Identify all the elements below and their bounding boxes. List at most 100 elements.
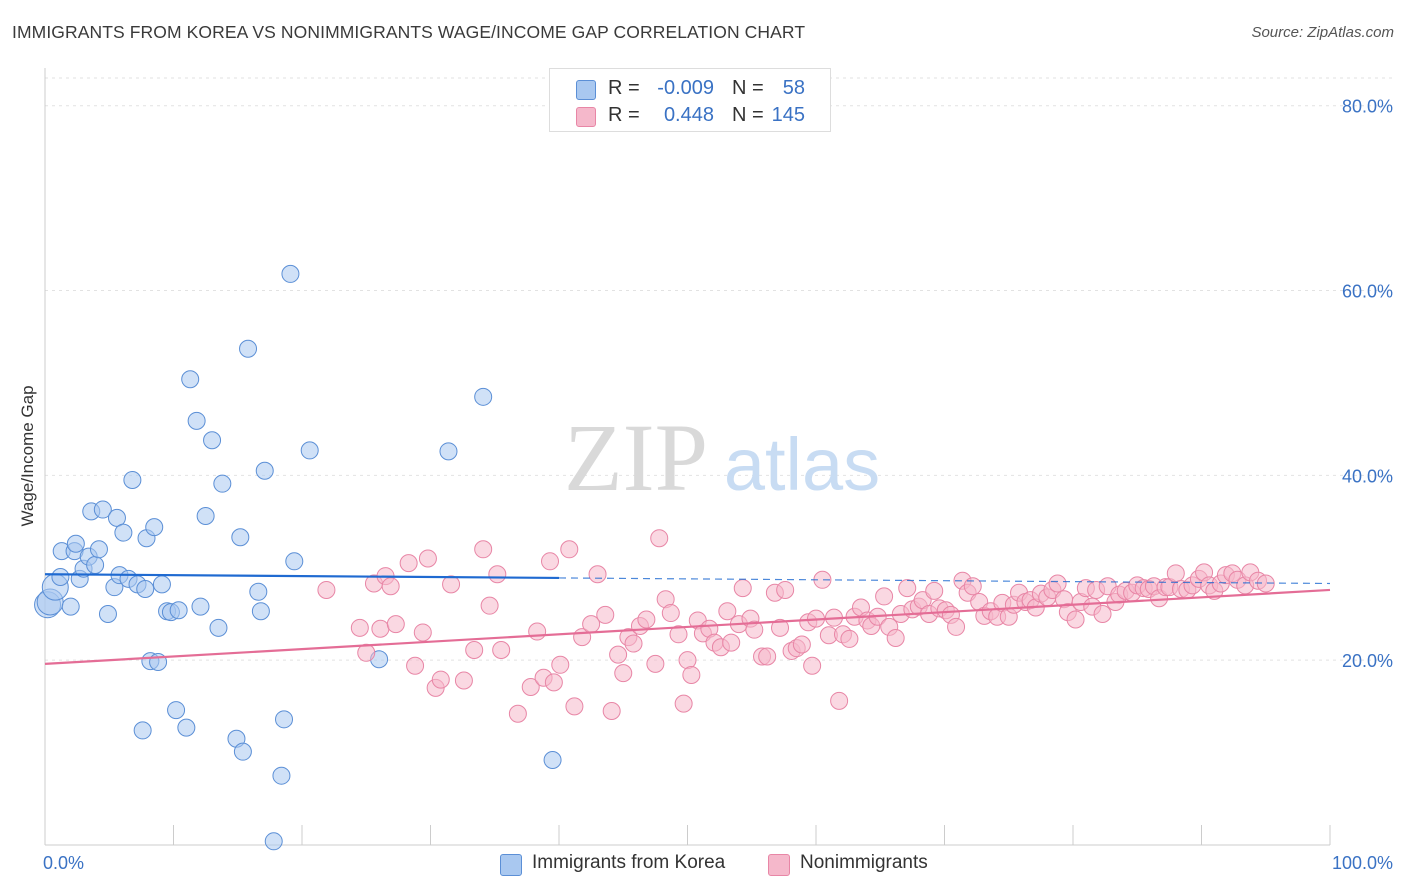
nonimmigrant-point <box>521 677 540 696</box>
nonimmigrant-point <box>758 647 777 666</box>
data-points <box>34 264 1275 851</box>
nonimmigrant-point <box>602 702 621 721</box>
korea-point <box>61 597 80 616</box>
korea-point <box>233 742 252 761</box>
tick-labels: 20.0% 40.0% 60.0% 80.0% 0.0% 100.0% <box>43 97 1393 873</box>
korea-point <box>89 540 108 559</box>
nonimmigrant-point <box>925 581 944 600</box>
korea-point <box>439 442 458 461</box>
nonimmigrant-point <box>1048 574 1067 593</box>
nonimmigrant-point <box>718 602 737 621</box>
nonimmigrant-point <box>650 529 669 548</box>
nonimmigrant-point <box>886 629 905 648</box>
nonimmigrant-point <box>488 565 507 584</box>
legend-r-label: R = <box>608 77 640 99</box>
nonimmigrant-point <box>733 579 752 598</box>
nonimmigrant-point <box>661 604 680 623</box>
korea-point <box>136 580 155 599</box>
watermark: ZIP atlas <box>564 404 880 511</box>
nonimmigrant-point <box>771 618 790 637</box>
y-tick-label: 20.0% <box>1342 651 1393 671</box>
nonimmigrant-point <box>840 629 859 648</box>
korea-point <box>98 604 117 623</box>
stats-legend: R = -0.009 N = 58 R = 0.448 N = 145 <box>549 68 831 132</box>
nonimmigrant-point <box>381 577 400 596</box>
nonimmigrant-point <box>386 615 405 634</box>
y-tick-label: 60.0% <box>1342 282 1393 302</box>
korea-point <box>51 568 70 587</box>
korea-point <box>191 597 210 616</box>
watermark-atlas: atlas <box>724 423 880 506</box>
legend-r-value: -0.009 <box>657 77 714 99</box>
korea-point <box>177 718 196 737</box>
legend-n-label: N = <box>732 77 764 99</box>
legend-row-korea: R = -0.009 N = 58 <box>550 75 830 101</box>
nonimmigrant-point <box>1093 604 1112 623</box>
korea-point <box>239 339 258 358</box>
korea-point <box>145 518 164 537</box>
legend-label-korea: Immigrants from Korea <box>532 852 726 873</box>
chart-title: IMMIGRANTS FROM KOREA VS NONIMMIGRANTS W… <box>12 22 806 42</box>
nonimmigrant-point <box>357 643 376 662</box>
korea-trend-line <box>44 573 560 580</box>
korea-point <box>167 701 186 720</box>
korea-point <box>86 555 105 574</box>
watermark-zip: ZIP <box>564 404 708 511</box>
legend-swatch-korea <box>576 80 596 100</box>
korea-point <box>285 552 304 571</box>
nonimmigrant-point <box>792 635 811 654</box>
axes <box>44 68 1331 846</box>
korea-point <box>203 431 222 450</box>
nonimmigrant-point <box>406 656 425 675</box>
nonimmigrant-point <box>637 610 656 629</box>
legend-label-nonimmigrants: Nonimmigrants <box>800 852 928 873</box>
nonimmigrant-point <box>541 552 560 571</box>
nonimmigrant-point <box>776 580 795 599</box>
nonimmigrant-point <box>399 554 418 573</box>
korea-point <box>231 528 250 547</box>
nonimmigrant-trend-line <box>44 588 1331 665</box>
nonimmigrant-point <box>480 596 499 615</box>
nonimmigrant-point <box>646 654 665 673</box>
legend-r-value: 0.448 <box>663 104 714 126</box>
nonimmigrant-point <box>875 587 894 606</box>
korea-point <box>133 721 152 740</box>
grid-lines <box>45 77 1392 661</box>
korea-point <box>249 582 268 601</box>
legend-n-value: 58 <box>782 77 805 99</box>
nonimmigrant-point <box>669 625 688 644</box>
korea-point <box>114 523 133 542</box>
nonimmigrant-point <box>609 645 628 664</box>
korea-point <box>187 411 206 430</box>
legend-r-label: R = <box>608 104 640 126</box>
korea-point <box>93 500 112 519</box>
korea-point <box>123 470 142 489</box>
nonimmigrant-point <box>1166 564 1185 583</box>
nonimmigrant-point <box>418 549 437 568</box>
legend-swatch-nonimmigrants <box>576 107 596 127</box>
legend-swatch-korea <box>500 854 522 876</box>
nonimmigrant-point <box>1066 610 1085 629</box>
nonimmigrant-point <box>803 656 822 675</box>
legend-n-label: N = <box>732 104 764 126</box>
korea-trend-extension <box>558 577 1331 585</box>
nonimmigrant-point <box>544 673 563 692</box>
nonimmigrant-point <box>596 605 615 624</box>
nonimmigrant-point <box>588 565 607 584</box>
nonimmigrant-point <box>560 540 579 559</box>
korea-point <box>474 387 493 406</box>
nonimmigrant-point <box>614 664 633 683</box>
nonimmigrant-point <box>678 651 697 670</box>
korea-point <box>152 575 171 594</box>
korea-point <box>181 370 200 389</box>
korea-point <box>275 710 294 729</box>
nonimmigrant-point <box>830 691 849 710</box>
y-axis-label: Wage/Income Gap <box>18 385 37 527</box>
nonimmigrant-point <box>722 633 741 652</box>
korea-point <box>264 832 283 851</box>
korea-point <box>251 602 270 621</box>
nonimmigrant-point <box>474 540 493 559</box>
nonimmigrant-point <box>350 618 369 637</box>
nonimmigrant-point <box>624 634 643 653</box>
